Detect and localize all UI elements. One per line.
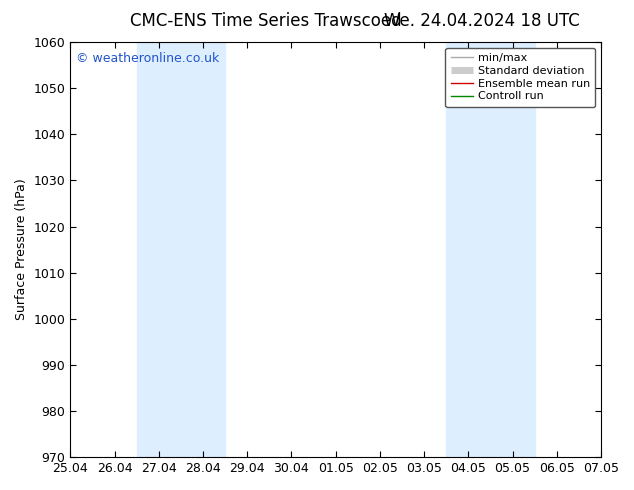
Bar — [137, 42, 181, 457]
Bar — [181, 42, 225, 457]
Text: CMC-ENS Time Series Trawscoed: CMC-ENS Time Series Trawscoed — [131, 12, 402, 30]
Bar — [446, 42, 491, 457]
Y-axis label: Surface Pressure (hPa): Surface Pressure (hPa) — [15, 179, 28, 320]
Bar — [491, 42, 534, 457]
Text: We. 24.04.2024 18 UTC: We. 24.04.2024 18 UTC — [384, 12, 579, 30]
Legend: min/max, Standard deviation, Ensemble mean run, Controll run: min/max, Standard deviation, Ensemble me… — [446, 48, 595, 107]
Text: © weatheronline.co.uk: © weatheronline.co.uk — [75, 52, 219, 66]
